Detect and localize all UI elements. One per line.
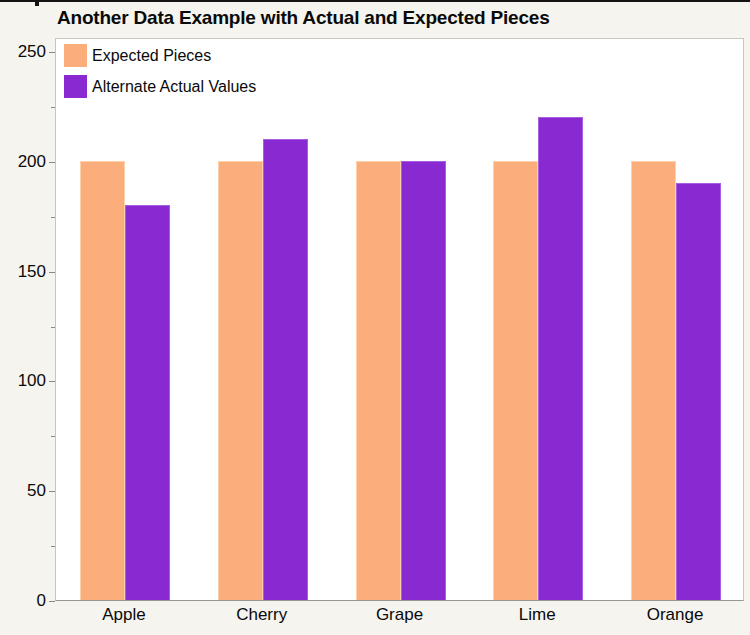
bars-layer [56, 39, 743, 600]
bar-group-cherry [218, 39, 308, 600]
bar-group-orange [631, 39, 721, 600]
legend-label-expected: Expected Pieces [92, 47, 211, 65]
chart-title: Another Data Example with Actual and Exp… [57, 7, 550, 29]
bar-grape-series-0[interactable] [356, 161, 401, 600]
y-tick-label-50: 50 [0, 482, 47, 500]
bar-grape-series-1[interactable] [401, 161, 446, 600]
plot-area[interactable]: Expected Pieces Alternate Actual Values [55, 38, 744, 601]
bar-cherry-series-1[interactable] [263, 139, 308, 600]
bar-apple-series-1[interactable] [125, 205, 170, 600]
x-tick-label-apple: Apple [54, 605, 194, 625]
x-tick-label-cherry: Cherry [192, 605, 332, 625]
legend-swatch-expected-icon[interactable] [64, 44, 87, 67]
legend-swatch-actual-icon[interactable] [64, 75, 87, 98]
y-tick-label-150: 150 [0, 263, 47, 281]
y-tick-label-250: 250 [0, 43, 47, 61]
bar-group-apple [80, 39, 170, 600]
bar-group-grape [356, 39, 446, 600]
legend: Expected Pieces Alternate Actual Values [64, 44, 256, 106]
x-axis-labels: AppleCherryGrapeLimeOrange [0, 605, 750, 631]
legend-label-actual: Alternate Actual Values [92, 78, 256, 96]
bar-cherry-series-0[interactable] [218, 161, 263, 600]
x-tick-label-orange: Orange [605, 605, 745, 625]
bar-orange-series-1[interactable] [676, 183, 721, 600]
legend-item-actual[interactable]: Alternate Actual Values [64, 75, 256, 98]
x-tick-label-lime: Lime [467, 605, 607, 625]
bar-group-lime [493, 39, 583, 600]
bar-apple-series-0[interactable] [80, 161, 125, 600]
x-tick-label-grape: Grape [330, 605, 470, 625]
outline-divider [0, 0, 750, 2]
bar-lime-series-0[interactable] [493, 161, 538, 600]
bar-lime-series-1[interactable] [538, 117, 583, 600]
y-tick-label-200: 200 [0, 153, 47, 171]
outline-tick [35, 0, 39, 6]
bar-orange-series-0[interactable] [631, 161, 676, 600]
y-axis-labels: 050100150200250 [0, 38, 47, 601]
y-tick-mark [49, 601, 55, 602]
report-window: Another Data Example with Actual and Exp… [0, 0, 750, 635]
legend-item-expected[interactable]: Expected Pieces [64, 44, 256, 67]
y-tick-label-100: 100 [0, 372, 47, 390]
